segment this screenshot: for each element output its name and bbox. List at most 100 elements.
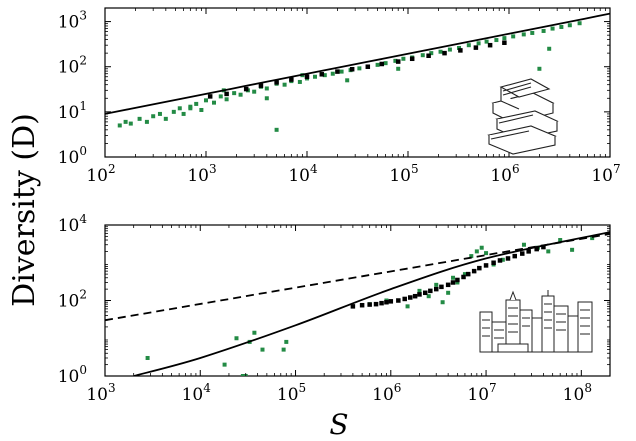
black-data-point [359, 302, 365, 308]
black-data-point [502, 40, 507, 45]
green-data-point [181, 111, 186, 116]
black-data-point [258, 83, 264, 88]
green-data-point [234, 336, 239, 341]
green-data-point [312, 74, 317, 79]
x-tick-label: 104 [288, 162, 318, 186]
green-data-point [547, 46, 552, 51]
green-data-point [541, 28, 546, 33]
green-data-point [211, 100, 216, 105]
black-data-point [367, 302, 372, 307]
x-tick-label: 106 [372, 381, 401, 405]
green-data-point [469, 254, 474, 259]
black-data-point [388, 299, 394, 304]
black-data-point [487, 42, 493, 48]
black-data-point [373, 301, 379, 307]
black-data-point [483, 263, 489, 268]
green-data-point [117, 123, 122, 128]
green-data-point [264, 86, 269, 91]
green-data-point [417, 288, 422, 293]
y-tick-label: 104 [58, 212, 88, 236]
green-data-point [339, 69, 344, 74]
green-data-point [232, 91, 237, 96]
green-data-point [345, 78, 350, 83]
green-data-point [550, 26, 555, 31]
x-tick-label: 105 [389, 162, 418, 186]
city-skyline-icon [479, 290, 593, 353]
panel-top-chart: 102 103 104 105 106 107 100 101 102 103 [58, 7, 621, 186]
green-data-point [264, 96, 269, 101]
green-data-point [462, 272, 467, 277]
green-data-point [438, 49, 443, 54]
black-data-point [442, 50, 447, 56]
green-data-point [194, 101, 199, 106]
green-data-point [429, 51, 434, 56]
green-data-point [570, 247, 575, 252]
green-data-point [393, 58, 398, 63]
green-data-point [396, 66, 401, 71]
x-tick-label: 104 [182, 381, 212, 405]
green-data-point [502, 36, 507, 41]
green-data-point [530, 30, 535, 35]
y-axis-label: Diversity (D) [7, 113, 42, 307]
x-tick-label: 107 [467, 381, 496, 405]
green-data-point [521, 32, 526, 37]
green-data-point [188, 106, 193, 111]
green-data-point [546, 249, 551, 254]
black-data-point [402, 296, 407, 302]
black-data-point [520, 251, 525, 256]
green-data-point [252, 330, 257, 335]
black-data-point [455, 277, 460, 283]
green-data-point [297, 79, 302, 84]
dashed-fit-line [105, 233, 610, 322]
plot-frame [104, 7, 611, 158]
black-data-point [458, 48, 463, 53]
green-data-point [476, 41, 481, 46]
y-tick-label: 100 [58, 144, 87, 168]
green-data-point [284, 339, 289, 344]
black-data-point [289, 77, 294, 82]
black-data-point [409, 56, 415, 62]
green-data-point [163, 116, 168, 121]
green-data-point [199, 107, 204, 112]
green-data-point [446, 290, 451, 295]
black-data-point [473, 45, 479, 50]
green-data-point [123, 119, 128, 124]
green-data-point [144, 119, 149, 124]
x-tick-label: 103 [86, 381, 115, 405]
black-data-point [384, 299, 389, 305]
black-data-point [395, 59, 401, 64]
black-data-point [365, 64, 371, 69]
black-data-point [477, 265, 482, 271]
black-data-point [349, 66, 355, 72]
black-data-point [335, 69, 340, 74]
black-data-point [379, 61, 385, 67]
green-data-point [240, 374, 245, 376]
green-data-point [204, 98, 208, 103]
green-data-point [260, 347, 265, 352]
y-tick-label: 102 [58, 288, 87, 312]
green-data-point [447, 47, 452, 52]
green-data-point [500, 257, 505, 262]
black-data-point [304, 74, 310, 79]
x-axis-label: S [329, 408, 348, 441]
black-data-point [319, 72, 325, 77]
green-data-point [238, 92, 243, 97]
green-data-point [420, 53, 425, 58]
black-data-point [465, 271, 471, 277]
black-data-point [423, 290, 428, 296]
black-data-point [512, 253, 517, 259]
black-data-point [541, 244, 546, 250]
green-data-point [151, 114, 156, 119]
green-data-point [455, 280, 460, 285]
y-tick-label: 101 [58, 99, 87, 123]
green-data-point [474, 249, 479, 254]
green-data-point [494, 38, 499, 43]
x-tick-label: 103 [187, 162, 216, 186]
black-data-point [497, 258, 503, 263]
green-data-point [218, 94, 223, 99]
plot-area [105, 231, 610, 376]
x-tick-label: 105 [277, 381, 306, 405]
green-data-point [157, 111, 162, 116]
black-data-point [439, 284, 444, 290]
